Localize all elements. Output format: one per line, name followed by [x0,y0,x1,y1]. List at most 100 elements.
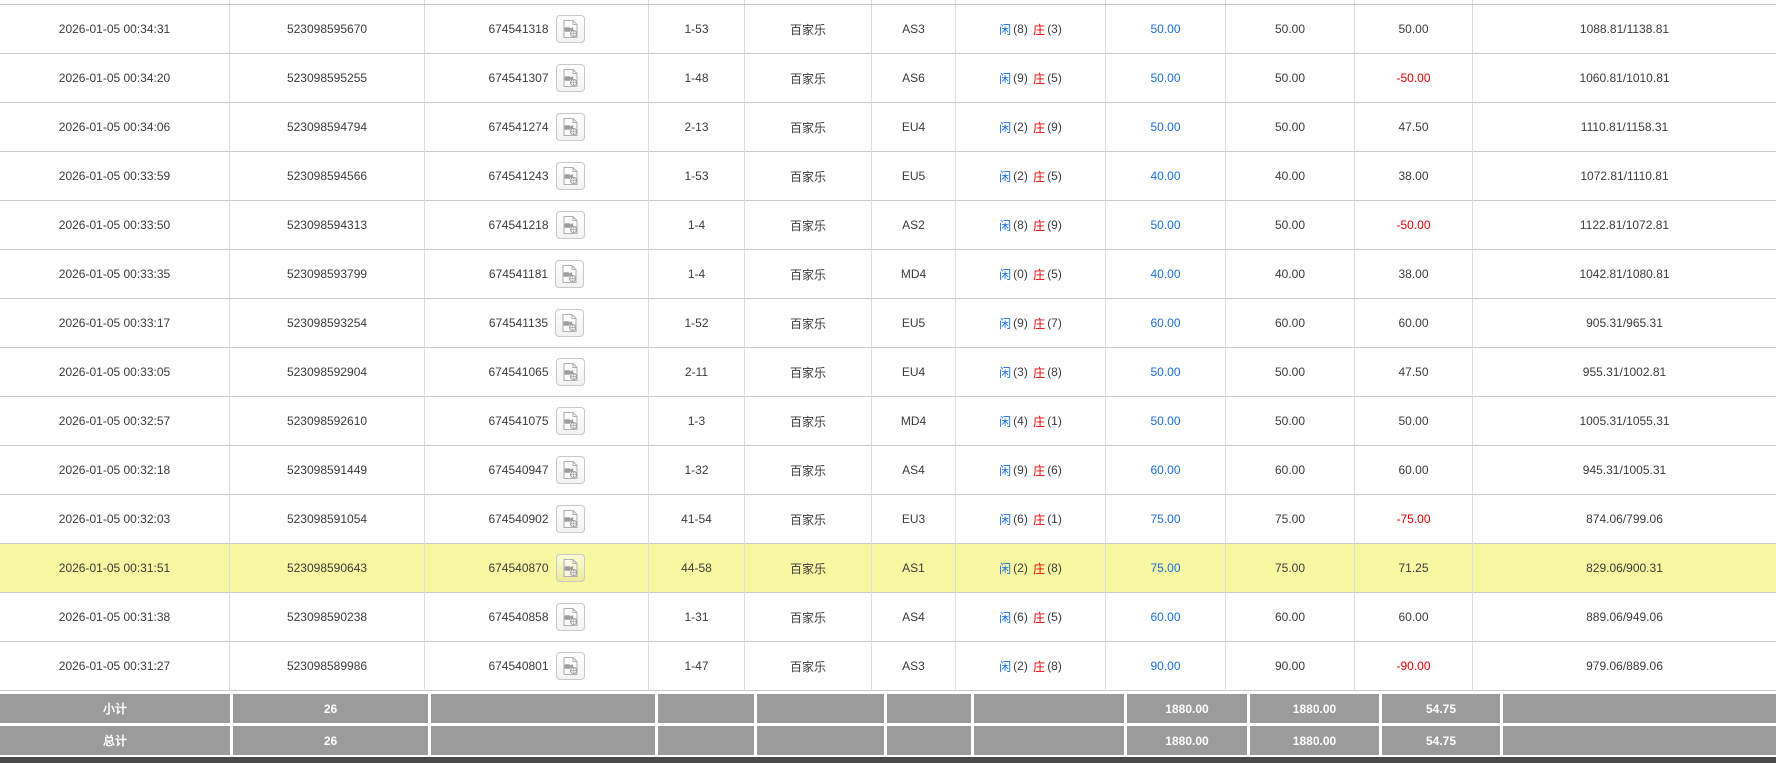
game-type: 百家乐 [745,201,872,250]
bet-record-row[interactable]: 2026-01-05 00:31:27 523098589986 6745408… [0,642,1776,691]
balance-before-after: 1122.81/1072.81 [1473,201,1776,250]
bet-amount-link[interactable]: 75.00 [1150,512,1181,526]
video-replay-button[interactable] [555,358,585,386]
game-type: 百家乐 [745,250,872,299]
bet-record-row[interactable]: 2026-01-05 00:32:03 523098591054 6745409… [0,495,1776,544]
video-replay-button[interactable] [555,162,585,190]
clipped-top-row [0,0,1776,5]
balance-before-after: 979.06/889.06 [1473,642,1776,691]
table-code: AS4 [872,593,956,642]
bet-time: 2026-01-05 00:32:57 [0,397,230,446]
round-number: 674541065 [488,365,549,379]
round-number: 674541075 [488,414,549,428]
balance-before-after: 889.06/949.06 [1473,593,1776,642]
player-points: (2) [1013,120,1028,134]
video-replay-button[interactable] [555,260,585,288]
bet-amount-link[interactable]: 60.00 [1150,316,1181,330]
valid-bet-amount: 40.00 [1226,250,1355,299]
player-label: 闲 [999,512,1012,527]
valid-bet-amount: 60.00 [1226,299,1355,348]
bet-time: 2026-01-05 00:32:03 [0,495,230,544]
video-replay-button[interactable] [555,211,585,239]
round-number-cell: 674540858 [425,593,649,642]
table-code: EU3 [872,495,956,544]
bet-amount-link[interactable]: 60.00 [1150,610,1181,624]
bet-record-row[interactable]: 2026-01-05 00:34:31 523098595670 6745413… [0,5,1776,54]
bet-record-row[interactable]: 2026-01-05 00:33:05 523098592904 6745410… [0,348,1776,397]
subtotal-label: 小计 [0,694,230,723]
video-replay-button[interactable] [555,407,585,435]
bet-amount-link[interactable]: 90.00 [1150,659,1181,673]
banker-points: (5) [1047,71,1062,85]
game-result: 闲 (2) 庄 (8) [956,544,1106,593]
order-number: 523098594313 [230,201,425,250]
bet-time: 2026-01-05 00:32:18 [0,446,230,495]
bet-amount-link[interactable]: 50.00 [1150,22,1181,36]
bet-amount-link[interactable]: 40.00 [1150,169,1181,183]
bet-amount-link[interactable]: 50.00 [1150,120,1181,134]
game-type: 百家乐 [745,544,872,593]
bet-amount-link[interactable]: 50.00 [1150,414,1181,428]
round-number: 674540902 [488,512,549,526]
game-type: 百家乐 [745,495,872,544]
video-replay-button[interactable] [555,113,585,141]
bet-record-row[interactable]: 2026-01-05 00:33:35 523098593799 6745411… [0,250,1776,299]
bottom-footer-edge [0,757,1776,763]
bet-record-row[interactable]: 2026-01-05 00:31:38 523098590238 6745408… [0,593,1776,642]
round-number: 674540858 [488,610,549,624]
win-loss-amount: -50.00 [1355,54,1473,103]
win-loss-amount: 60.00 [1355,299,1473,348]
video-replay-button[interactable] [555,456,585,484]
bet-amount-link[interactable]: 40.00 [1150,267,1181,281]
bet-amount-link[interactable]: 50.00 [1150,71,1181,85]
banker-label: 庄 [1033,316,1046,331]
valid-bet-amount: 60.00 [1226,593,1355,642]
banker-label: 庄 [1033,218,1046,233]
video-replay-button[interactable] [555,603,585,631]
video-replay-button[interactable] [555,652,585,680]
game-type: 百家乐 [745,446,872,495]
player-label: 闲 [999,659,1012,674]
player-label: 闲 [999,267,1012,282]
game-result: 闲 (0) 庄 (5) [956,250,1106,299]
round-number-cell: 674540801 [425,642,649,691]
table-code: EU4 [872,103,956,152]
bet-record-row[interactable]: 2026-01-05 00:34:20 523098595255 6745413… [0,54,1776,103]
banker-points: (6) [1047,463,1062,477]
subtotal-row: 小计 26 1880.00 1880.00 54.75 [0,694,1776,723]
valid-bet-amount: 90.00 [1226,642,1355,691]
video-replay-button[interactable] [555,64,585,92]
video-replay-button[interactable] [555,554,585,582]
bet-amount-link[interactable]: 50.00 [1150,365,1181,379]
round-number-cell: 674541075 [425,397,649,446]
bet-record-row[interactable]: 2026-01-05 00:31:51 523098590643 6745408… [0,544,1776,593]
player-label: 闲 [999,610,1012,625]
video-file-icon [562,607,578,627]
valid-bet-amount: 50.00 [1226,54,1355,103]
table-code: EU4 [872,348,956,397]
bet-record-row[interactable]: 2026-01-05 00:33:50 523098594313 6745412… [0,201,1776,250]
video-replay-button[interactable] [555,309,585,337]
game-result: 闲 (2) 庄 (8) [956,642,1106,691]
bet-amount-link[interactable]: 60.00 [1150,463,1181,477]
bet-record-row[interactable]: 2026-01-05 00:33:59 523098594566 6745412… [0,152,1776,201]
bet-record-row[interactable]: 2026-01-05 00:32:18 523098591449 6745409… [0,446,1776,495]
game-type: 百家乐 [745,642,872,691]
bet-amount-link[interactable]: 50.00 [1150,218,1181,232]
bet-record-row[interactable]: 2026-01-05 00:34:06 523098594794 6745412… [0,103,1776,152]
video-replay-button[interactable] [555,15,585,43]
bet-record-row[interactable]: 2026-01-05 00:33:17 523098593254 6745411… [0,299,1776,348]
game-type: 百家乐 [745,152,872,201]
bet-record-row[interactable]: 2026-01-05 00:32:57 523098592610 6745410… [0,397,1776,446]
banker-label: 庄 [1033,610,1046,625]
balance-before-after: 1072.81/1110.81 [1473,152,1776,201]
win-loss-amount: 38.00 [1355,250,1473,299]
bet-amount-link[interactable]: 75.00 [1150,561,1181,575]
valid-bet-amount: 60.00 [1226,446,1355,495]
banker-points: (1) [1047,414,1062,428]
game-result: 闲 (4) 庄 (1) [956,397,1106,446]
player-points: (3) [1013,365,1028,379]
table-code: MD4 [872,250,956,299]
round-number-cell: 674541274 [425,103,649,152]
video-replay-button[interactable] [555,505,585,533]
